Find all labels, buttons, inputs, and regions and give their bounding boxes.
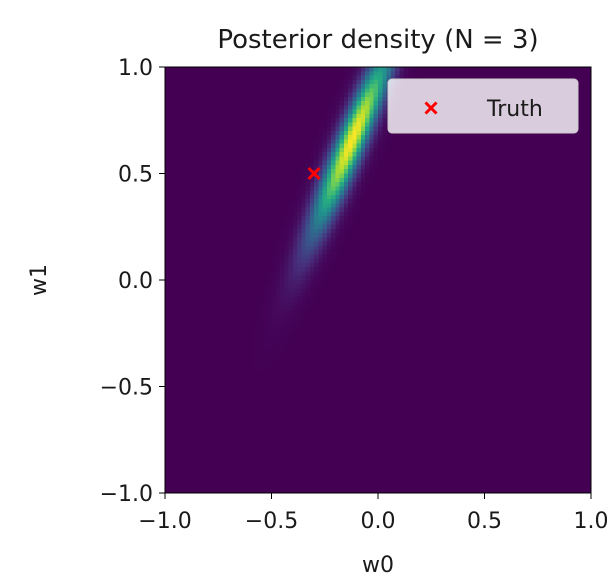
y-tick-label: −0.5 [100, 376, 153, 401]
marker-truth [307, 166, 321, 181]
x-tick-label: −0.5 [245, 509, 298, 534]
y-tick-label: 0.5 [118, 163, 153, 188]
y-tick-label: 0.0 [118, 269, 153, 294]
x-tick-label: 1.0 [574, 509, 609, 534]
markers-layer [307, 166, 321, 181]
y-tick-label: −1.0 [100, 482, 153, 507]
legend-marker-truth [424, 101, 438, 115]
x-axis: −1.0 −0.5 0.0 0.5 1.0 [138, 493, 609, 534]
x-tick-label: 0.0 [361, 509, 396, 534]
legend-label-truth: Truth [486, 97, 543, 122]
x-axis-label: w0 [362, 553, 394, 578]
chart-title: Posterior density (N = 3) [217, 25, 538, 55]
y-tick-label: 1.0 [118, 56, 153, 81]
y-axis-label: w1 [27, 264, 52, 296]
legend-box [387, 78, 579, 134]
legend: Truth [387, 78, 579, 134]
x-tick-label: 0.5 [467, 509, 502, 534]
posterior-density-heatmap [165, 67, 591, 493]
plot-area [164, 66, 592, 494]
y-axis: −1.0 −0.5 0.0 0.5 1.0 [100, 56, 165, 507]
x-tick-label: −1.0 [138, 509, 191, 534]
